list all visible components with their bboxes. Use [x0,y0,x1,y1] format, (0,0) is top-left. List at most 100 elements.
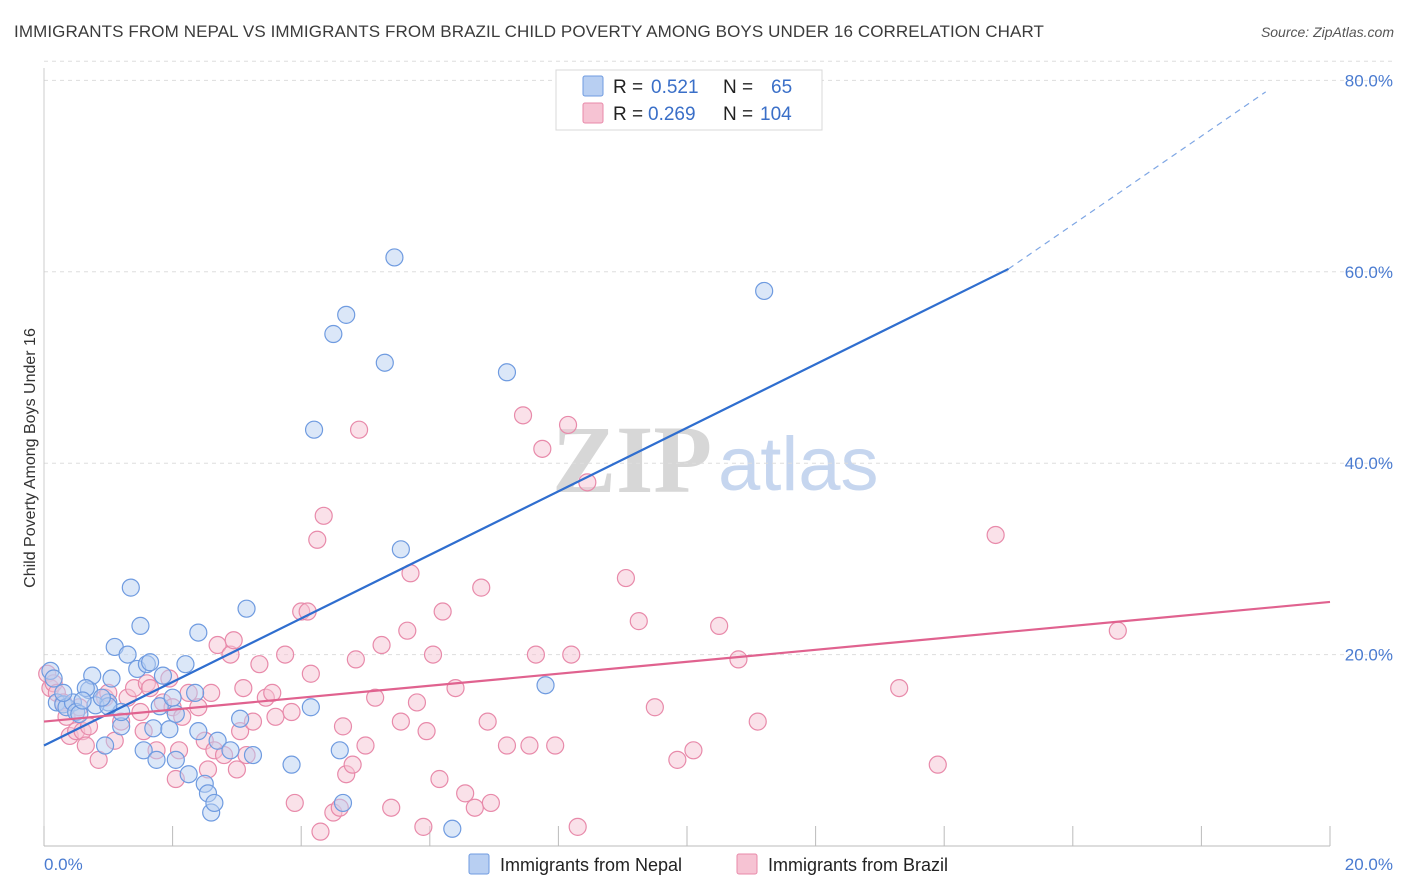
legend-n-label-nepal: N = [723,77,753,98]
nepal-point-10 [102,669,121,688]
legend-swatch-brazil [582,102,604,124]
bottom-legend-swatch-brazil [736,853,758,875]
nepal-point-31 [189,623,208,642]
nepal-point-18 [131,616,150,635]
nepal-point-11 [95,736,115,755]
nepal-point-24 [153,666,173,685]
brazil-point-72 [407,693,427,712]
brazil-point-68 [382,798,401,817]
brazil-point-79 [456,784,475,803]
chart-source: Source: ZipAtlas.com [1260,24,1394,40]
nepal-point-46 [330,741,349,760]
nepal-point-47 [333,793,353,813]
nepal-point-55 [755,281,774,301]
nepal-point-40 [237,599,256,618]
nepal-point-37 [208,731,227,750]
nepal-point-64 [73,691,92,710]
brazil-point-48 [266,707,285,726]
brazil-point-100 [729,650,748,669]
brazil-point-80 [465,798,484,817]
brazil-point-69 [391,712,410,731]
brazil-point-92 [568,817,587,836]
watermark-zip: ZIP [552,406,712,513]
brazil-point-63 [346,650,365,669]
nepal-point-21 [144,719,163,738]
gridlines [44,60,1392,656]
nepal-point-58 [54,683,73,702]
brazil-point-105 [1108,621,1127,640]
legend-n-value-nepal: 65 [771,77,792,98]
bottom-legend: Immigrants from Nepal Immigrants from Br… [468,853,948,875]
nepal-trend-extension [1008,91,1267,270]
nepal-point-62 [92,688,111,707]
chart-title: IMMIGRANTS FROM NEPAL VS IMMIGRANTS FROM… [14,22,1045,41]
brazil-point-94 [616,568,636,588]
nepal-point-39 [231,709,250,728]
y-tick-label-0: 20.0% [1345,646,1393,665]
nepal-point-19 [134,741,153,760]
brazil-point-66 [366,688,385,707]
brazil-point-51 [285,793,304,813]
nepal-point-30 [186,683,205,702]
nepal-point-22 [147,750,166,769]
brazil-point-89 [546,736,565,755]
brazil-point-60 [333,717,353,736]
legend-swatch-nepal [582,75,604,97]
brazil-point-103 [928,755,947,774]
legend-n-label-brazil: N = [723,104,753,125]
brazil-point-39 [224,631,243,650]
nepal-point-44 [304,420,324,439]
nepal-point-63 [140,653,160,672]
brazil-point-56 [311,822,330,841]
x-tick-labels: 0.0% 20.0% [44,855,1393,874]
nepal-point-52 [443,819,462,838]
legend-n-value-brazil: 104 [760,104,792,125]
bottom-legend-swatch-nepal [468,853,490,875]
nepal-point-43 [301,698,320,717]
brazil-point-83 [481,793,500,813]
brazil-point-82 [478,712,497,731]
brazil-point-84 [497,736,517,755]
brazil-point-104 [986,525,1005,545]
nepal-point-25 [160,720,179,739]
brazil-point-87 [526,645,545,664]
brazil-point-98 [684,741,703,760]
nepal-point-53 [497,363,517,382]
brazil-point-49 [276,645,295,664]
legend-r-value-nepal: 0.521 [651,77,699,98]
y-tick-label-2: 60.0% [1345,263,1393,282]
brazil-point-81 [472,578,491,597]
nepal-point-27 [166,750,185,769]
legend-r-label-brazil: R = [613,104,643,125]
watermark-atlas: atlas [718,422,879,507]
nepal-point-15 [118,645,137,664]
y-tick-label-3: 80.0% [1345,71,1393,90]
brazil-point-34 [202,683,221,702]
brazil-point-64 [349,420,369,439]
nepal-point-60 [44,669,63,688]
brazil-point-75 [423,645,443,664]
brazil-point-95 [629,612,648,631]
nepal-point-29 [179,765,198,784]
axes [43,68,1331,847]
brazil-point-77 [433,602,452,621]
brazil-point-50 [282,702,301,722]
brazil-point-45 [250,655,269,674]
bottom-legend-label-brazil: Immigrants from Brazil [768,855,948,875]
brazil-point-102 [890,678,909,698]
nepal-point-36 [205,793,224,813]
series-nepal-points [41,248,774,838]
nepal-point-61 [163,688,182,707]
nepal-point-41 [243,745,263,765]
brazil-trend-line [43,600,1331,723]
brazil-point-40 [227,760,246,779]
nepal-point-38 [221,741,240,760]
brazil-point-76 [430,769,449,789]
x-tick-label-1: 20.0% [1345,855,1393,874]
brazil-point-97 [668,750,687,769]
nepal-point-42 [282,755,301,774]
y-axis-label: Child Poverty Among Boys Under 16 [22,328,39,588]
watermark: ZIP atlas [552,406,879,513]
legend-r-label-nepal: R = [613,77,643,98]
